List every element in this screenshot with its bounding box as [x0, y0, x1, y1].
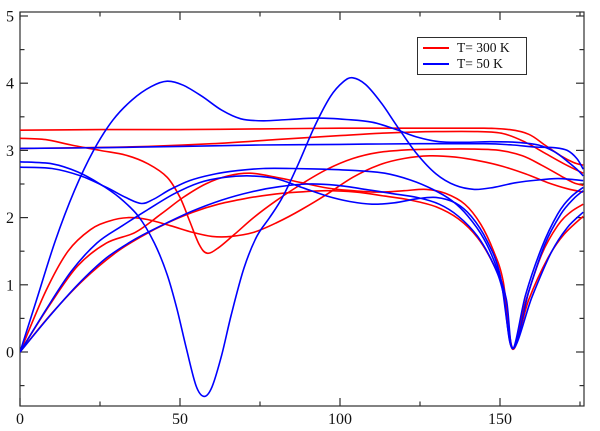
y-axis-tick-label: 2: [6, 210, 14, 227]
legend-label-300k: T= 300 K: [457, 40, 510, 55]
legend: T= 300 K T= 50 K: [417, 37, 527, 75]
series-50K-acoustic-mid-shallow-min-2.2: [20, 175, 584, 353]
series-group: [20, 76, 584, 398]
axis-tick-labels: 0 50 100 150 0 1 2 3 4 5: [6, 9, 512, 429]
y-axis-tick-label: 5: [6, 9, 14, 26]
legend-blue-line-sample: [423, 63, 449, 65]
x-axis-tick-label: 100: [328, 411, 352, 428]
series-50K-deep-dip-and-arch-4.08: [20, 76, 584, 398]
x-axis-tick-label: 0: [16, 411, 24, 428]
axis-ticks: [19, 12, 584, 406]
legend-item-300k: T= 300 K: [418, 41, 526, 55]
series-50K-acoustic-low-to-zero-154: [20, 183, 584, 353]
y-axis-tick-label: 4: [6, 76, 14, 93]
legend-red-line-sample: [423, 47, 449, 49]
series-50K-notch-2.2-flat-2.7-to-zero-154: [20, 166, 584, 350]
y-axis-tick-label: 1: [6, 277, 14, 294]
y-axis-tick-label: 0: [6, 345, 14, 362]
plot-frame: [19, 11, 585, 407]
series-300K-acoustic-arch-peak-2.0: [20, 154, 584, 353]
legend-item-50k: T= 50 K: [418, 57, 526, 71]
x-axis-tick-label: 50: [172, 411, 188, 428]
series-50K-acoustic-arch-4.03-plateau: [20, 80, 584, 353]
legend-label-50k: T= 50 K: [457, 56, 503, 71]
series-50K-optical-flat-3.05: [20, 142, 584, 170]
series-300K-acoustic-mid-to-zero-154: [20, 172, 584, 353]
y-axis-tick-label: 3: [6, 143, 14, 160]
x-axis-tick-label: 150: [488, 411, 512, 428]
series-300K-optical-rising-3.0-3.28: [20, 130, 584, 174]
series-300K-dip-branch-min-1.47: [20, 137, 584, 255]
